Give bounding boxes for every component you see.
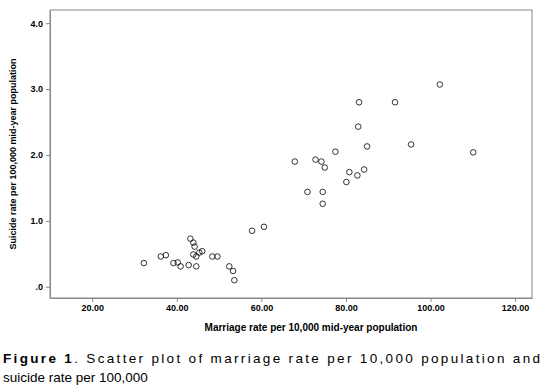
- point: [347, 169, 353, 175]
- point: [392, 99, 398, 105]
- tick-mark: [431, 298, 432, 302]
- point: [361, 167, 367, 173]
- tick-label: 40.00: [166, 303, 189, 313]
- x-axis: 20.00 40.00 60.00 80.00 100.00 120.00: [51, 298, 533, 313]
- point: [191, 240, 197, 246]
- y-axis: .0 1.0 2.0 3.0 4.0: [30, 11, 50, 299]
- caption-text: . Scatter plot of marriage rate per 10,0…: [74, 351, 540, 366]
- point: [320, 189, 326, 195]
- point: [178, 264, 184, 270]
- plot-frame: [50, 10, 532, 298]
- point: [186, 262, 192, 268]
- tick: 60.00: [251, 298, 274, 313]
- point: [215, 254, 221, 260]
- point: [188, 236, 194, 242]
- caption-text: suicide rate per 100,000: [3, 370, 148, 385]
- tick-mark: [346, 298, 347, 302]
- point: [470, 150, 476, 156]
- tick: 20.00: [82, 298, 105, 313]
- point: [141, 260, 147, 266]
- point: [232, 277, 238, 283]
- caption-line: Figure 1. Scatter plot of marriage rate …: [3, 351, 540, 366]
- point: [364, 144, 370, 150]
- tick-label: 20.00: [82, 303, 105, 313]
- point: [355, 124, 361, 130]
- point: [249, 228, 255, 234]
- point: [175, 260, 181, 266]
- point: [193, 254, 199, 260]
- point: [305, 189, 311, 195]
- tick: 120.00: [502, 298, 530, 313]
- y-axis-title: Suicide rate per 100,000 mid-year popula…: [8, 58, 18, 249]
- tick-label: 100.00: [417, 303, 445, 313]
- x-axis-title: Marriage rate per 10,000 mid-year popula…: [205, 322, 418, 333]
- point: [192, 244, 198, 250]
- tick: 1.0: [30, 216, 50, 226]
- point: [355, 173, 361, 179]
- point: [226, 264, 232, 270]
- point: [319, 159, 325, 165]
- axis-line: [50, 11, 51, 299]
- point: [344, 179, 350, 185]
- tick-label: 3.0: [30, 84, 43, 94]
- point: [230, 268, 236, 274]
- tick-mark: [46, 287, 50, 288]
- point: [261, 224, 267, 230]
- tick-mark: [92, 298, 93, 302]
- point: [356, 99, 362, 105]
- tick-label: 60.00: [251, 303, 274, 313]
- tick-mark: [46, 221, 50, 222]
- tick-label: 120.00: [502, 303, 530, 313]
- tick-label: .0: [35, 282, 43, 292]
- point: [313, 157, 319, 163]
- tick-mark: [46, 155, 50, 156]
- point: [320, 201, 326, 207]
- tick-mark: [515, 298, 516, 302]
- tick-mark: [261, 298, 262, 302]
- tick-mark: [177, 298, 178, 302]
- point: [333, 149, 339, 155]
- tick: .0: [35, 282, 50, 292]
- point: [292, 159, 298, 165]
- chart: 20.00 40.00 60.00 80.00 100.00 120.00 .0 1.0 2.0…: [0, 0, 550, 391]
- tick: 100.00: [417, 298, 445, 313]
- tick-label: 4.0: [30, 19, 43, 29]
- tick: 4.0: [30, 19, 50, 29]
- points: [141, 82, 476, 283]
- tick-label: 80.00: [335, 303, 358, 313]
- point: [163, 252, 169, 258]
- point: [437, 82, 443, 88]
- axis-line: [51, 298, 533, 299]
- tick: 2.0: [30, 150, 50, 160]
- tick-mark: [46, 23, 50, 24]
- tick: 3.0: [30, 84, 50, 94]
- tick-label: 1.0: [30, 216, 43, 226]
- caption-label: Figure 1: [3, 351, 72, 366]
- tick: 80.00: [335, 298, 358, 313]
- point: [193, 264, 199, 270]
- point: [322, 165, 328, 171]
- tick-label: 2.0: [30, 150, 43, 160]
- tick-mark: [46, 89, 50, 90]
- point: [408, 142, 414, 148]
- tick: 40.00: [166, 298, 189, 313]
- point: [199, 248, 205, 254]
